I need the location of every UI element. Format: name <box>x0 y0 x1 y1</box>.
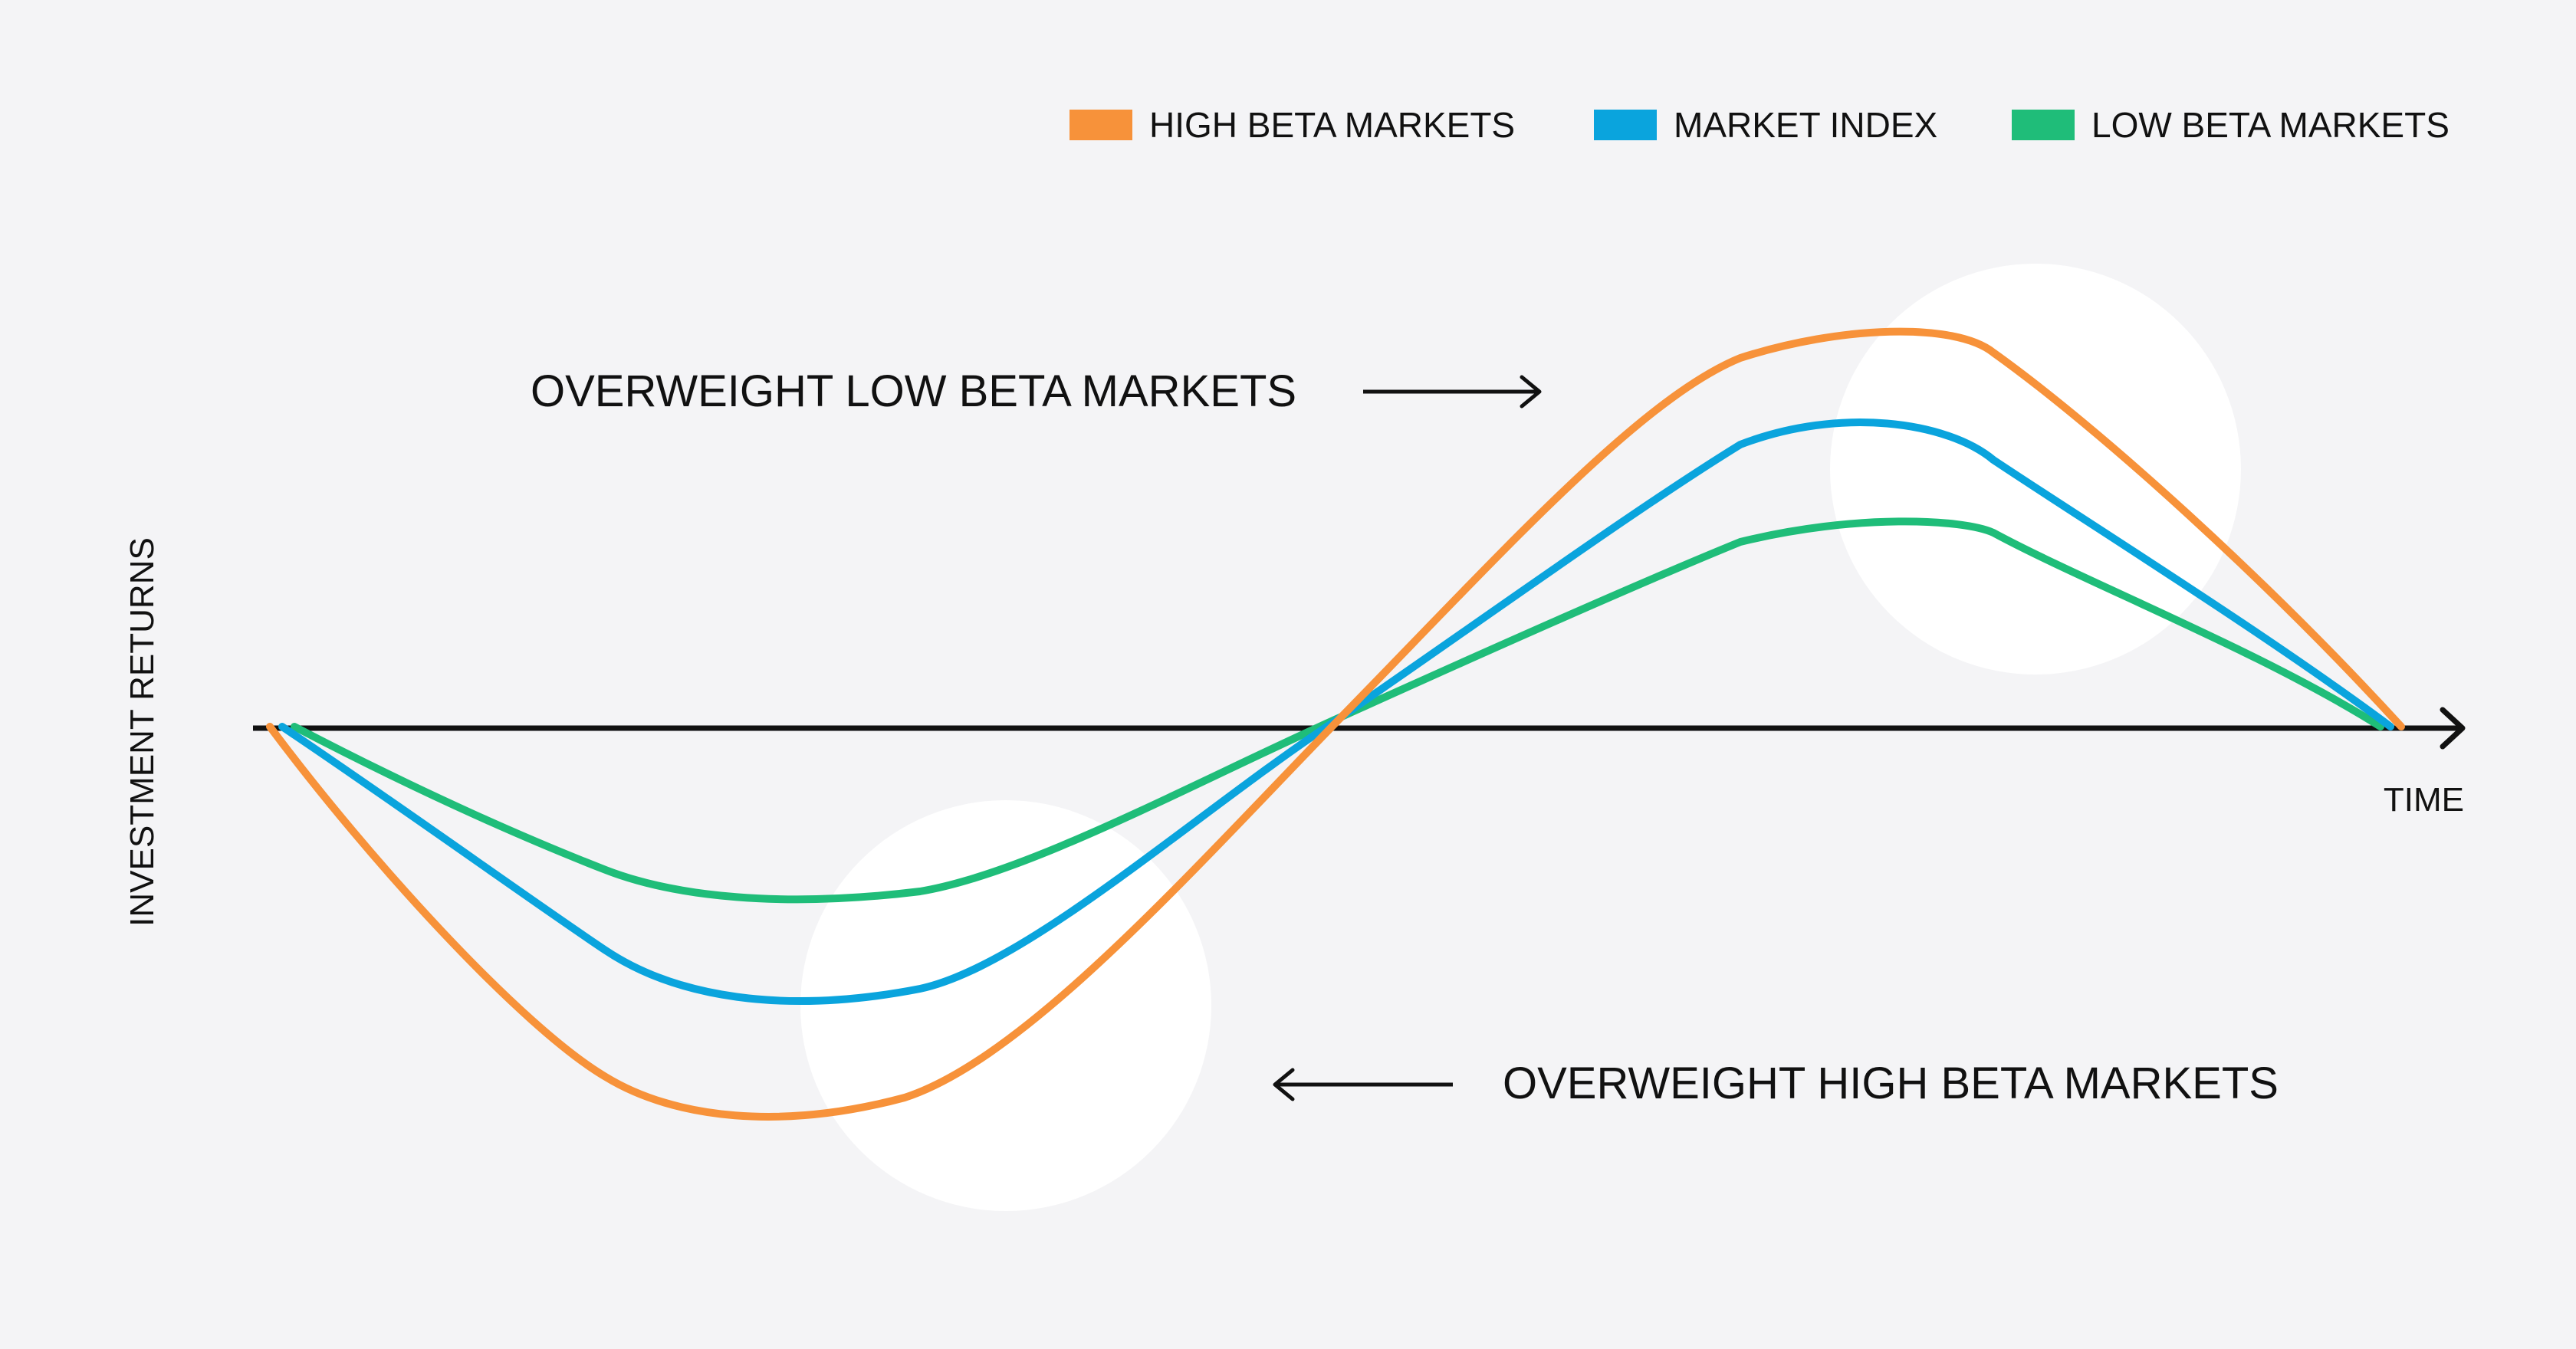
trough-highlight-circle <box>800 800 1211 1211</box>
annotation-overweight-high-beta: OVERWEIGHT HIGH BETA MARKETS <box>1503 1059 2279 1108</box>
legend-label-low-beta: LOW BETA MARKETS <box>2091 105 2450 145</box>
high-beta-markets-curve <box>266 327 2405 1121</box>
legend-swatch-market-index <box>1594 110 1657 140</box>
x-axis-label: TIME <box>2384 781 2464 819</box>
right-arrow-icon <box>1363 375 1542 409</box>
time-axis-arrowhead <box>2440 707 2466 750</box>
legend-label-market-index: MARKET INDEX <box>1674 105 1937 145</box>
legend-swatch-high-beta <box>1070 110 1132 140</box>
legend-label-high-beta: HIGH BETA MARKETS <box>1149 105 1515 145</box>
legend: HIGH BETA MARKETS MARKET INDEX LOW BETA … <box>1070 105 2450 145</box>
legend-swatch-low-beta <box>2012 110 2075 140</box>
market-index-curve <box>278 418 2394 1005</box>
y-axis-label: INVESTMENT RETURNS <box>123 537 161 927</box>
left-arrow-icon <box>1273 1068 1453 1101</box>
peak-highlight-circle <box>1830 264 2241 674</box>
annotation-overweight-low-beta: OVERWEIGHT LOW BETA MARKETS <box>531 366 1296 416</box>
